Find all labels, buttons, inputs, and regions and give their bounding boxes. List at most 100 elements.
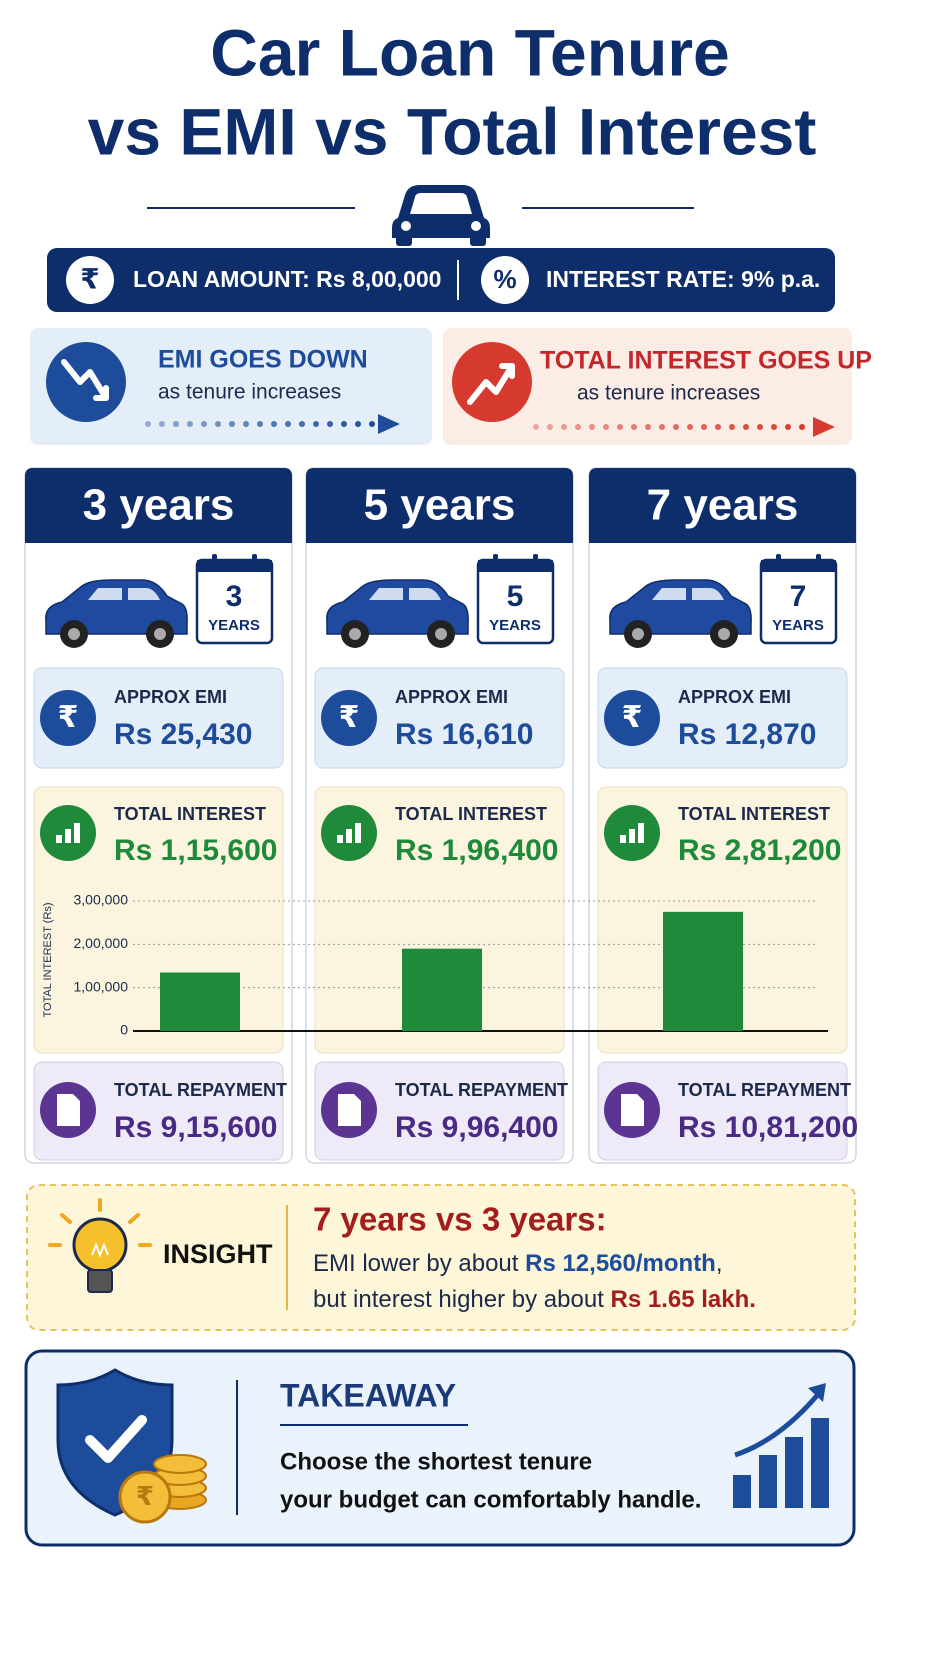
tenure-header-text: 5 years: [364, 481, 516, 530]
y-tick-label: 3,00,000: [74, 892, 129, 908]
icon-glyph: %: [493, 264, 516, 294]
dot: [645, 424, 651, 430]
text-run: EMI lower by about: [313, 1250, 525, 1277]
icon-bar: [56, 835, 62, 843]
dot: [701, 424, 707, 430]
tenure-header-text: 7 years: [647, 481, 799, 530]
badge-unit: YEARS: [208, 617, 260, 634]
insight-line: but interest higher by about Rs 1.65 lak…: [313, 1286, 756, 1313]
repayment-label: TOTAL REPAYMENT: [678, 1080, 851, 1100]
dot: [355, 421, 361, 427]
emphasis: Rs 12,560/month: [525, 1250, 716, 1277]
icon-glyph: ₹: [80, 263, 99, 294]
dot: [159, 421, 165, 427]
interest-box: [314, 786, 565, 1054]
icon-circle: [481, 256, 529, 304]
insight-heading: 7 years vs 3 years:: [313, 1201, 607, 1238]
car-image: [45, 579, 188, 648]
dot: [215, 421, 221, 427]
title: vs EMI vs Total Interest: [88, 94, 817, 168]
icon-bar: [620, 835, 626, 843]
icon-bar: [638, 823, 644, 843]
dot: [187, 421, 193, 427]
calendar-top: [761, 560, 836, 572]
dot: [715, 424, 721, 430]
document-icon: [57, 1094, 80, 1126]
badge-number: 5: [507, 580, 524, 613]
dot: [285, 421, 291, 427]
repayment-value: Rs 9,96,400: [395, 1111, 558, 1144]
dot: [589, 424, 595, 430]
dot: [687, 424, 693, 430]
emi-value: Rs 25,430: [114, 718, 252, 751]
dot: [617, 424, 623, 430]
wheel: [154, 628, 166, 640]
down-arrow: [61, 359, 109, 401]
icon-glyph: ₹: [58, 701, 79, 734]
car-window: [369, 588, 441, 600]
emphasis: Rs 1.65 lakh.: [611, 1286, 756, 1313]
bar: [402, 948, 482, 1031]
badge-number: 7: [790, 580, 807, 613]
y-tick-label: 2,00,000: [74, 935, 129, 951]
text-run: ,: [716, 1250, 723, 1277]
emi-icon: [321, 690, 377, 746]
repayment-box: [33, 1061, 284, 1161]
title: Car Loan Tenure: [210, 15, 730, 89]
y-axis-label: TOTAL INTEREST (Rs): [42, 902, 54, 1017]
car-window: [652, 588, 724, 600]
trend-heading: TOTAL INTEREST GOES UP: [540, 347, 872, 375]
bar: [663, 911, 743, 1031]
car-window: [88, 588, 160, 600]
interest-label: TOTAL INTEREST: [678, 804, 830, 824]
y-tick-label: 0: [120, 1022, 128, 1038]
calendar-ring: [776, 554, 781, 566]
calendar-ring: [212, 554, 217, 566]
car-image: [326, 579, 469, 648]
calendar-ring: [533, 554, 538, 566]
dot: [243, 421, 249, 427]
emi-label: APPROX EMI: [678, 687, 791, 707]
emi-icon: [40, 690, 96, 746]
dot: [145, 421, 151, 427]
repayment-label: TOTAL REPAYMENT: [395, 1080, 568, 1100]
wheel: [718, 628, 730, 640]
dot: [341, 421, 347, 427]
arrow-head: [813, 417, 835, 437]
loan-amount: LOAN AMOUNT: Rs 8,00,000: [133, 266, 441, 292]
takeaway-line: Choose the shortest tenure: [280, 1448, 592, 1475]
calendar-top: [478, 560, 553, 572]
dot: [757, 424, 763, 430]
emi-icon: [604, 690, 660, 746]
dot: [561, 424, 567, 430]
interest-value: Rs 2,81,200: [678, 834, 841, 867]
repayment-box: [314, 1061, 565, 1161]
wheel: [349, 628, 361, 640]
dot: [631, 424, 637, 430]
trend-heading: EMI GOES DOWN: [158, 346, 368, 374]
y-tick-label: 1,00,000: [74, 978, 129, 994]
tenure-header: [306, 468, 573, 543]
calendar-top: [197, 560, 272, 572]
tenure-header-text: 3 years: [83, 481, 235, 530]
growth-icon: [733, 1383, 829, 1508]
dot: [271, 421, 277, 427]
repayment-value: Rs 10,81,200: [678, 1111, 858, 1144]
emi-value: Rs 12,870: [678, 718, 816, 751]
interest-rate: INTEREST RATE: 9% p.a.: [546, 266, 820, 292]
badge-unit: YEARS: [772, 617, 824, 634]
calendar-ring: [252, 554, 257, 566]
repayment-value: Rs 9,15,600: [114, 1111, 277, 1144]
dotted-arrows: [145, 414, 835, 437]
badge-number: 3: [226, 580, 243, 613]
up-arrow: [467, 363, 515, 405]
dot: [533, 424, 539, 430]
emi-label: APPROX EMI: [395, 687, 508, 707]
dot: [743, 424, 749, 430]
icon-glyph: ₹: [622, 701, 643, 734]
document-icon: [621, 1094, 644, 1126]
icon-circle: [66, 256, 114, 304]
shield-icon: [56, 1368, 207, 1524]
document-icon: [338, 1094, 361, 1126]
